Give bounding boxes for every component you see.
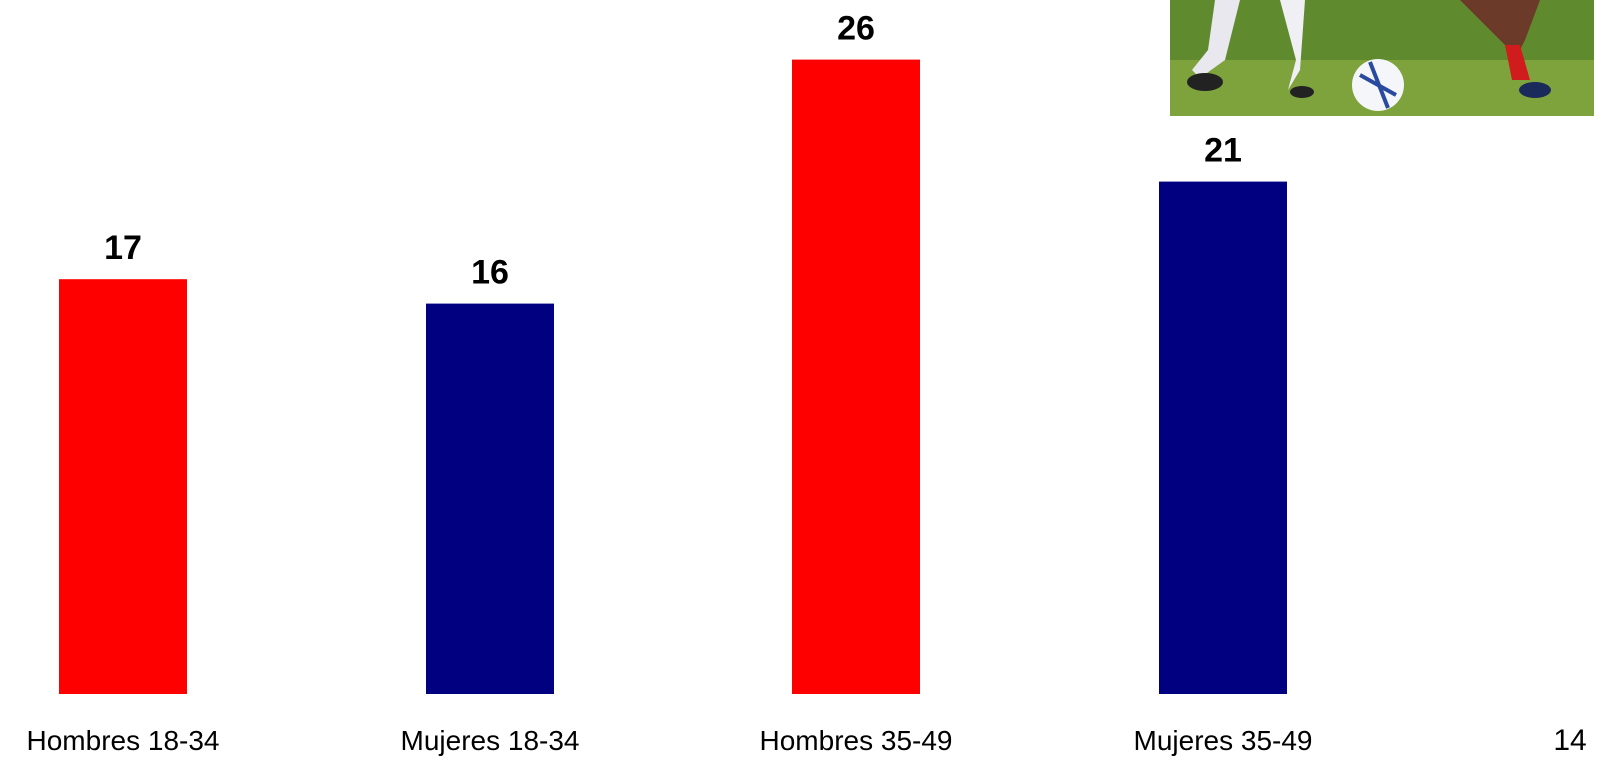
category-label: Mujeres 18-34 [401,725,580,756]
bar [792,59,920,695]
data-label: 17 [104,229,142,267]
photo [1170,0,1594,116]
category-label: Mujeres 35-49 [1134,725,1313,756]
bar [1159,181,1287,695]
data-label: 21 [1204,132,1242,170]
data-label: 16 [471,254,509,292]
category-label: Hombres 18-34 [27,725,220,756]
category-label: Hombres 35-49 [760,725,953,756]
data-label: 26 [837,10,875,48]
bar [426,303,554,694]
bar [59,279,187,694]
page-number: 14 [1553,724,1586,757]
